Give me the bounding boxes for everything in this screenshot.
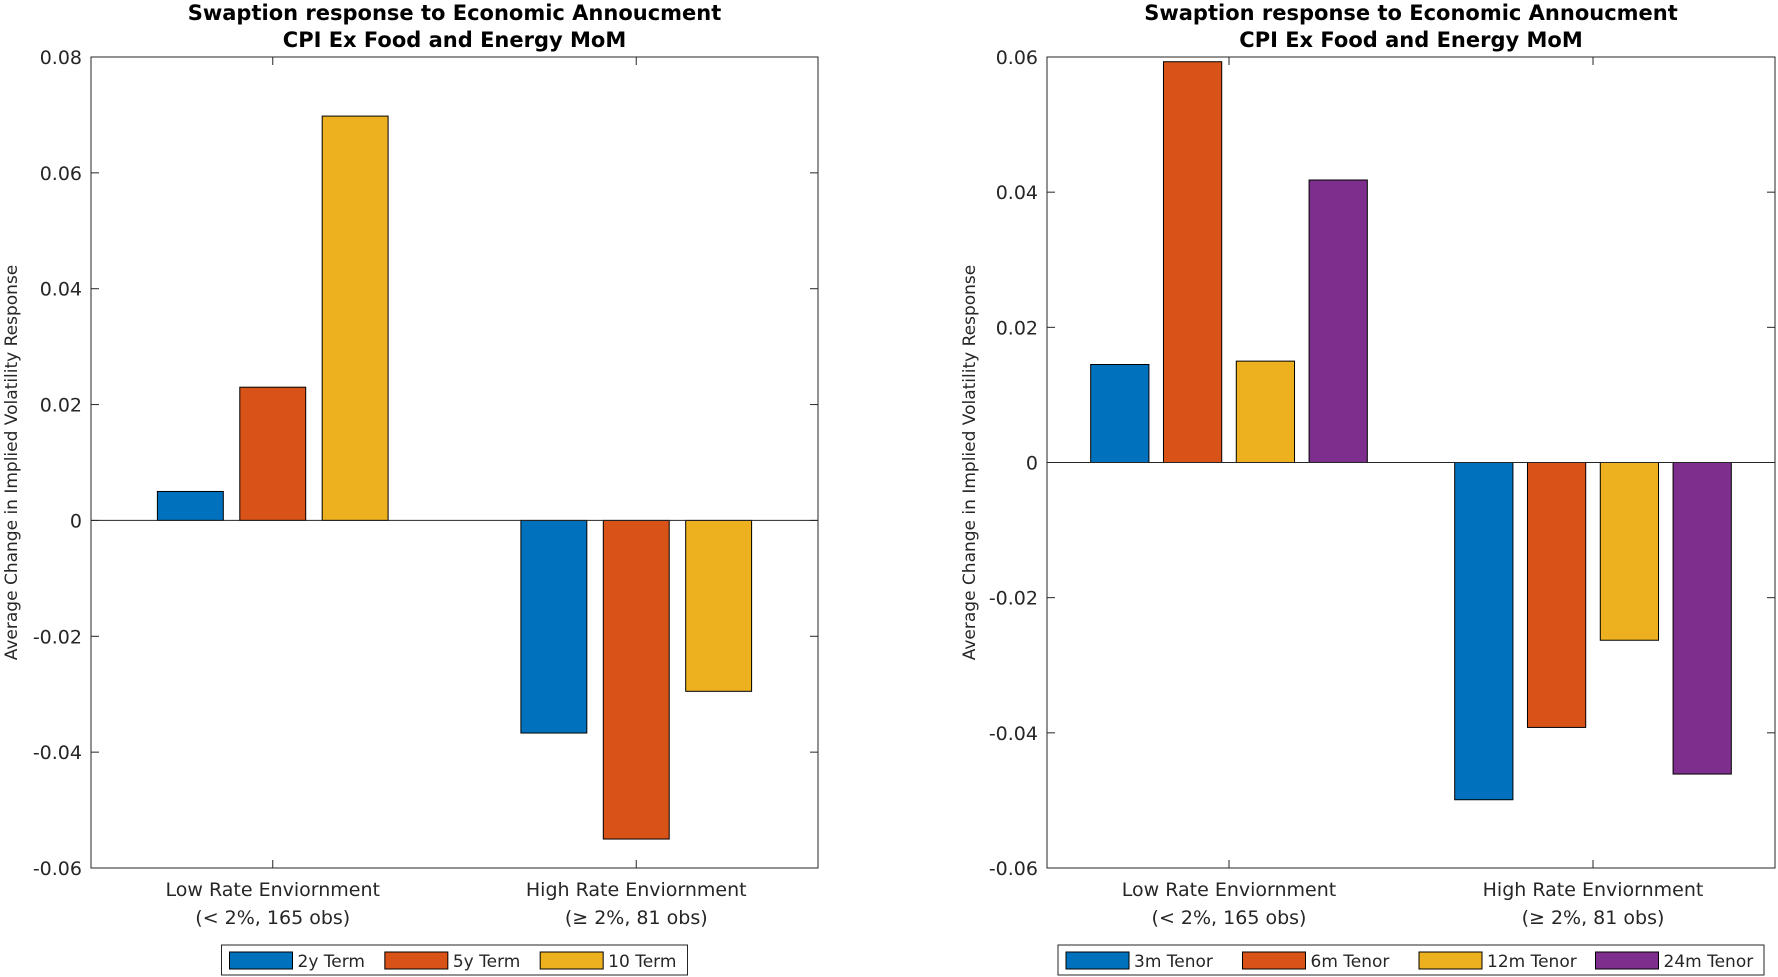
chart-title: Swaption response to Economic Annoucment xyxy=(1144,1,1678,25)
y-axis-label: Average Change in Implied Volatility Res… xyxy=(2,265,22,661)
y-tick-label: -0.04 xyxy=(989,723,1038,745)
y-tick-label: 0.06 xyxy=(996,47,1038,69)
legend-label: 24m Tenor xyxy=(1664,952,1754,972)
x-tick-label: High Rate Enviornment xyxy=(526,879,747,901)
legend-swatch xyxy=(539,951,604,970)
y-tick-label: 0.04 xyxy=(996,182,1038,204)
legend-label: 10 Term xyxy=(608,952,676,972)
legend-swatch xyxy=(1418,951,1483,970)
bar-2y-term xyxy=(520,519,588,734)
legend-label: 2y Term xyxy=(298,952,366,972)
chart-title: Swaption response to Economic Annoucment xyxy=(188,1,722,25)
x-tick-label: Low Rate Enviornment xyxy=(166,879,380,901)
legend: 2y Term 5y Term 10 Term xyxy=(221,944,688,976)
x-tick-label: High Rate Enviornment xyxy=(1483,879,1704,901)
plot-area xyxy=(90,56,819,869)
bar-24m-tenor xyxy=(1672,462,1732,775)
legend-label: 6m Tenor xyxy=(1311,952,1390,972)
bar-24m-tenor xyxy=(1308,179,1368,463)
y-tick-label: 0 xyxy=(1026,453,1038,475)
y-tick-label: 0.02 xyxy=(40,395,82,417)
y-tick-label: -0.02 xyxy=(989,588,1038,610)
bar-6m-tenor xyxy=(1162,61,1223,463)
y-tick-label: 0.02 xyxy=(996,317,1038,339)
y-tick-label: -0.06 xyxy=(989,858,1038,880)
y-axis-label: Average Change in Implied Volatility Res… xyxy=(960,265,980,661)
y-tick-label: 0.06 xyxy=(40,163,82,185)
bar-12m-tenor xyxy=(1235,360,1296,463)
y-tick-label: 0 xyxy=(70,510,82,532)
x-tick-label: Low Rate Enviornment xyxy=(1122,879,1336,901)
legend-swatch xyxy=(1242,951,1306,970)
chart-2: -0.06 -0.04 -0.02 0 0.02 0.04 0.06 Low Rate Env… xyxy=(960,1,1776,976)
bar-10-term xyxy=(321,115,389,521)
legend-swatch xyxy=(229,951,293,970)
bar-12m-tenor xyxy=(1599,462,1660,641)
chart-1: -0.06 -0.04 -0.02 0 0.02 0.04 0.06 0.08 Low Rate… xyxy=(2,1,819,976)
x-tick-label-sub: (< 2%, 165 obs) xyxy=(1152,907,1307,929)
legend-box xyxy=(221,944,688,976)
y-tick-label: -0.02 xyxy=(33,626,82,648)
bar-2y-term xyxy=(156,490,224,521)
legend-label: 3m Tenor xyxy=(1134,952,1213,972)
legend-swatch xyxy=(1595,951,1659,970)
bar-3m-tenor xyxy=(1454,462,1514,801)
chart-subtitle: CPI Ex Food and Energy MoM xyxy=(1239,28,1582,52)
x-tick-label-sub: (≥ 2%, 81 obs) xyxy=(565,907,708,929)
y-tick-label: -0.06 xyxy=(33,858,82,880)
bar-5y-term xyxy=(602,519,670,840)
legend: 3m Tenor 6m Tenor 12m Tenor 24m Tenor xyxy=(1057,944,1765,976)
bar-10-term xyxy=(685,519,753,692)
legend-label: 5y Term xyxy=(453,952,521,972)
x-tick-label-sub: (< 2%, 165 obs) xyxy=(195,907,350,929)
legend-swatch xyxy=(384,951,449,970)
bar-5y-term xyxy=(239,386,307,521)
bar-3m-tenor xyxy=(1090,364,1150,464)
chart-subtitle: CPI Ex Food and Energy MoM xyxy=(283,28,626,52)
legend-label: 12m Tenor xyxy=(1487,952,1577,972)
y-tick-label: 0.08 xyxy=(40,47,82,69)
legend-swatch xyxy=(1065,951,1130,970)
bar-6m-tenor xyxy=(1526,462,1587,728)
x-tick-label-sub: (≥ 2%, 81 obs) xyxy=(1522,907,1665,929)
y-tick-label: -0.04 xyxy=(33,742,82,764)
y-tick-label: 0.04 xyxy=(40,279,82,301)
